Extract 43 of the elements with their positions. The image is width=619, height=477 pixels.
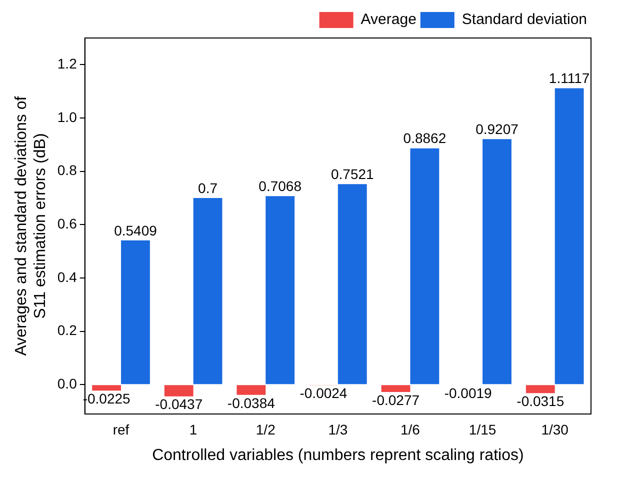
data-label: 0.7	[198, 180, 218, 196]
x-tick-label: 1/15	[468, 421, 496, 438]
legend-label: Average	[360, 11, 416, 28]
x-tick-label: ref	[112, 421, 130, 438]
data-label: -0.0384	[227, 394, 276, 411]
y-tick-label: 0.8	[57, 162, 78, 178]
data-label: -0.0315	[516, 392, 564, 409]
x-tick-label: 1/30	[541, 421, 569, 438]
data-label: 0.5409	[114, 222, 158, 238]
bar	[266, 196, 295, 384]
bar	[482, 139, 512, 384]
data-label: -0.0019	[444, 385, 492, 402]
bar	[121, 240, 150, 384]
x-tick-label: 1	[189, 421, 198, 438]
bar	[381, 385, 410, 392]
legend-label: Standard deviation	[462, 11, 588, 28]
data-label: -0.0024	[300, 385, 348, 402]
y-tick-label: 0.0	[57, 376, 78, 392]
bar	[410, 148, 440, 384]
x-tick-label: 1/2	[256, 421, 276, 438]
bar	[236, 385, 266, 395]
y-tick-label: 0.6	[57, 216, 78, 232]
y-tick-label: 0.2	[57, 322, 78, 338]
y-axis-title: Averages and standard deviations of S11 estimation errors (dB)	[13, 96, 50, 356]
y-tick-label: 1.2	[57, 56, 78, 72]
bar	[554, 88, 584, 384]
x-tick-label: 1/6	[400, 421, 420, 438]
x-axis-title: Controlled variables (numbers reprent scaling ratios)	[152, 446, 524, 464]
bar	[193, 198, 222, 384]
data-label: 0.7068	[258, 178, 302, 194]
bar	[526, 385, 555, 394]
x-tick-label: 1/3	[328, 421, 348, 438]
data-label: 1.1117	[548, 70, 590, 86]
bar	[164, 385, 194, 396]
bar	[92, 385, 122, 391]
data-label: 0.9207	[476, 121, 519, 138]
data-label: 0.7521	[330, 166, 374, 182]
data-label: -0.0277	[372, 392, 420, 408]
y-tick-label: 1.0	[57, 108, 78, 125]
bar	[338, 184, 367, 384]
data-label: -0.0437	[155, 396, 203, 412]
data-label: 0.8862	[403, 130, 446, 146]
y-tick-label: 0.4	[57, 268, 78, 285]
